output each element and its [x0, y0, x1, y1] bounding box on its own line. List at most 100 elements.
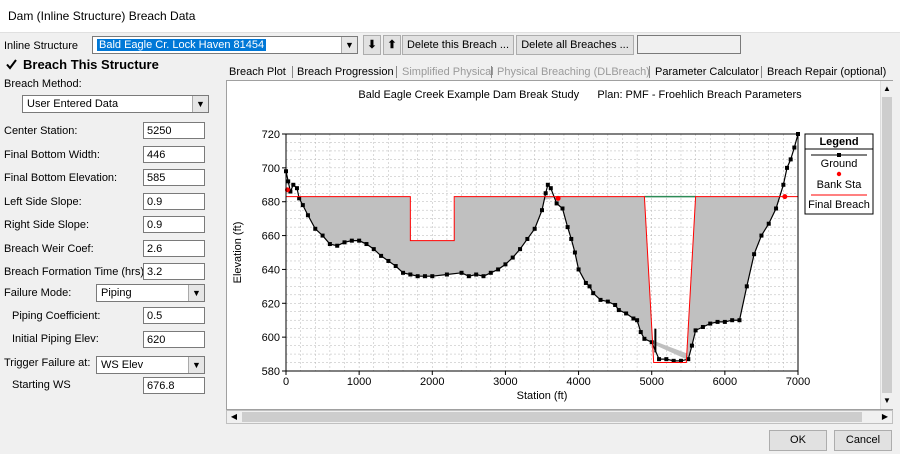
y-tick-label: 600	[262, 332, 280, 344]
x-axis-label: Station (ft)	[517, 390, 568, 402]
field-input[interactable]: 3.2	[143, 263, 205, 280]
tab-breach-progression[interactable]: Breach Progression	[297, 66, 394, 78]
ground-point	[605, 299, 610, 304]
vertical-scrollbar[interactable]: ▲ ▼	[880, 81, 894, 409]
ground-point	[357, 238, 362, 243]
ground-point	[598, 297, 603, 302]
y-tick-label: 660	[262, 231, 280, 243]
ground-point	[631, 316, 636, 321]
x-tick-label: 4000	[566, 376, 590, 388]
breach-method-label: Breach Method:	[4, 78, 82, 90]
x-tick-label: 1000	[347, 376, 371, 388]
ground-point	[587, 284, 592, 289]
scroll-up-icon[interactable]: ▲	[881, 83, 893, 95]
failure-mode-select[interactable]: Piping ▼	[96, 284, 205, 302]
tab-physical-breaching[interactable]: Physical Breaching (DLBreach)	[497, 66, 650, 78]
field-label: Breach Formation Time (hrs):	[4, 266, 148, 278]
breach-fill-area	[299, 196, 779, 360]
window-title: Dam (Inline Structure) Breach Data	[8, 9, 196, 23]
inline-structure-select[interactable]: Bald Eagle Cr. Lock Haven 81454 ▼	[92, 36, 358, 54]
ground-point	[518, 247, 523, 252]
field-input[interactable]: 0.9	[143, 216, 205, 233]
ground-point	[689, 343, 694, 348]
starting-ws-field[interactable]: 676.8	[143, 377, 205, 394]
ground-point	[335, 243, 340, 248]
breach-plot-panel: 0 1000 2000 3000 4000 5000 6000 7000 580 600 620 64…	[226, 80, 893, 410]
legend-breach-label: Final Breach	[808, 199, 870, 211]
chart-title: Bald Eagle Creek Example Dam Break Study…	[358, 89, 802, 101]
field-input[interactable]: 5250	[143, 122, 205, 139]
ground-point	[671, 358, 676, 363]
ok-button[interactable]: OK	[769, 430, 827, 451]
ground-point	[693, 328, 698, 333]
ground-point	[649, 340, 654, 345]
x-tick-label: 7000	[786, 376, 810, 388]
horizontal-scrollbar[interactable]: ◀ ▶	[226, 410, 893, 424]
title-bar: Dam (Inline Structure) Breach Data	[0, 0, 900, 33]
delete-this-breach-button[interactable]: Delete this Breach ...	[402, 35, 514, 55]
scroll-down-icon[interactable]: ▼	[881, 395, 893, 407]
previous-structure-button[interactable]: ⬆	[383, 35, 401, 55]
ground-point	[286, 179, 291, 184]
ground-point	[766, 221, 771, 226]
ground-point	[700, 324, 705, 329]
ground-point	[288, 189, 293, 194]
initial-piping-elev-field[interactable]: 620	[143, 331, 205, 348]
ground-point	[638, 330, 643, 335]
ground-point	[496, 267, 501, 272]
inline-structure-value: Bald Eagle Cr. Lock Haven 81454	[97, 39, 267, 51]
bank-station-point	[782, 194, 788, 200]
breach-chart: 0 1000 2000 3000 4000 5000 6000 7000 580 600 620 64…	[232, 89, 874, 402]
ground-point	[752, 252, 757, 257]
y-tick-label: 640	[262, 264, 280, 276]
ground-point	[657, 357, 662, 362]
ground-point	[532, 226, 537, 231]
tab-breach-plot[interactable]: Breach Plot	[229, 66, 286, 78]
breach-method-select[interactable]: User Entered Data ▼	[22, 95, 209, 113]
ground-point	[548, 186, 553, 191]
next-structure-button[interactable]: ⬇	[363, 35, 381, 55]
legend-bank-marker	[836, 171, 842, 177]
ground-point	[305, 213, 310, 218]
scroll-left-icon[interactable]: ◀	[228, 411, 240, 423]
checkmark-icon	[6, 59, 17, 70]
status-field	[637, 35, 741, 54]
ground-point	[737, 318, 742, 323]
horizontal-scroll-thumb[interactable]	[242, 412, 862, 422]
field-label: Center Station:	[4, 125, 78, 137]
ground-point	[572, 250, 577, 255]
breach-method-value: User Entered Data	[27, 98, 119, 110]
ground-point	[430, 274, 435, 279]
ground-point	[313, 226, 318, 231]
field-label: Breach Weir Coef:	[4, 242, 94, 255]
ground-point	[635, 318, 640, 323]
field-input[interactable]: 446	[143, 145, 205, 163]
trigger-failure-select[interactable]: WS Elev ▼	[96, 356, 205, 374]
cancel-button[interactable]: Cancel	[834, 430, 892, 451]
ground-point	[393, 264, 398, 269]
tab-parameter-calculator[interactable]: Parameter Calculator	[655, 66, 759, 78]
delete-all-breaches-button[interactable]: Delete all Breaches ...	[516, 35, 634, 55]
ground-point	[342, 240, 347, 245]
tab-simplified-physical[interactable]: Simplified Physical	[402, 66, 494, 78]
vertical-scroll-thumb[interactable]	[882, 97, 892, 393]
tab-breach-repair[interactable]: Breach Repair (optional)	[767, 66, 887, 78]
starting-ws-label: Starting WS	[12, 379, 71, 391]
chevron-down-icon: ▼	[188, 285, 204, 301]
ground-point	[759, 233, 764, 238]
scroll-right-icon[interactable]: ▶	[879, 411, 891, 423]
ground-point	[291, 182, 296, 187]
ground-point	[678, 358, 683, 363]
ground-point	[715, 319, 720, 324]
chevron-down-icon: ▼	[192, 96, 208, 112]
ground-point	[545, 182, 550, 187]
ground-point	[488, 270, 493, 275]
piping-coefficient-label: Piping Coefficient:	[12, 310, 101, 322]
field-input[interactable]: 0.9	[143, 192, 205, 210]
field-label: Right Side Slope:	[4, 219, 89, 231]
field-input[interactable]: 2.6	[143, 239, 205, 257]
breach-this-checkbox[interactable]	[5, 58, 18, 71]
ground-point	[785, 165, 790, 170]
field-input[interactable]: 585	[143, 169, 205, 186]
piping-coefficient-field[interactable]: 0.5	[143, 307, 205, 324]
